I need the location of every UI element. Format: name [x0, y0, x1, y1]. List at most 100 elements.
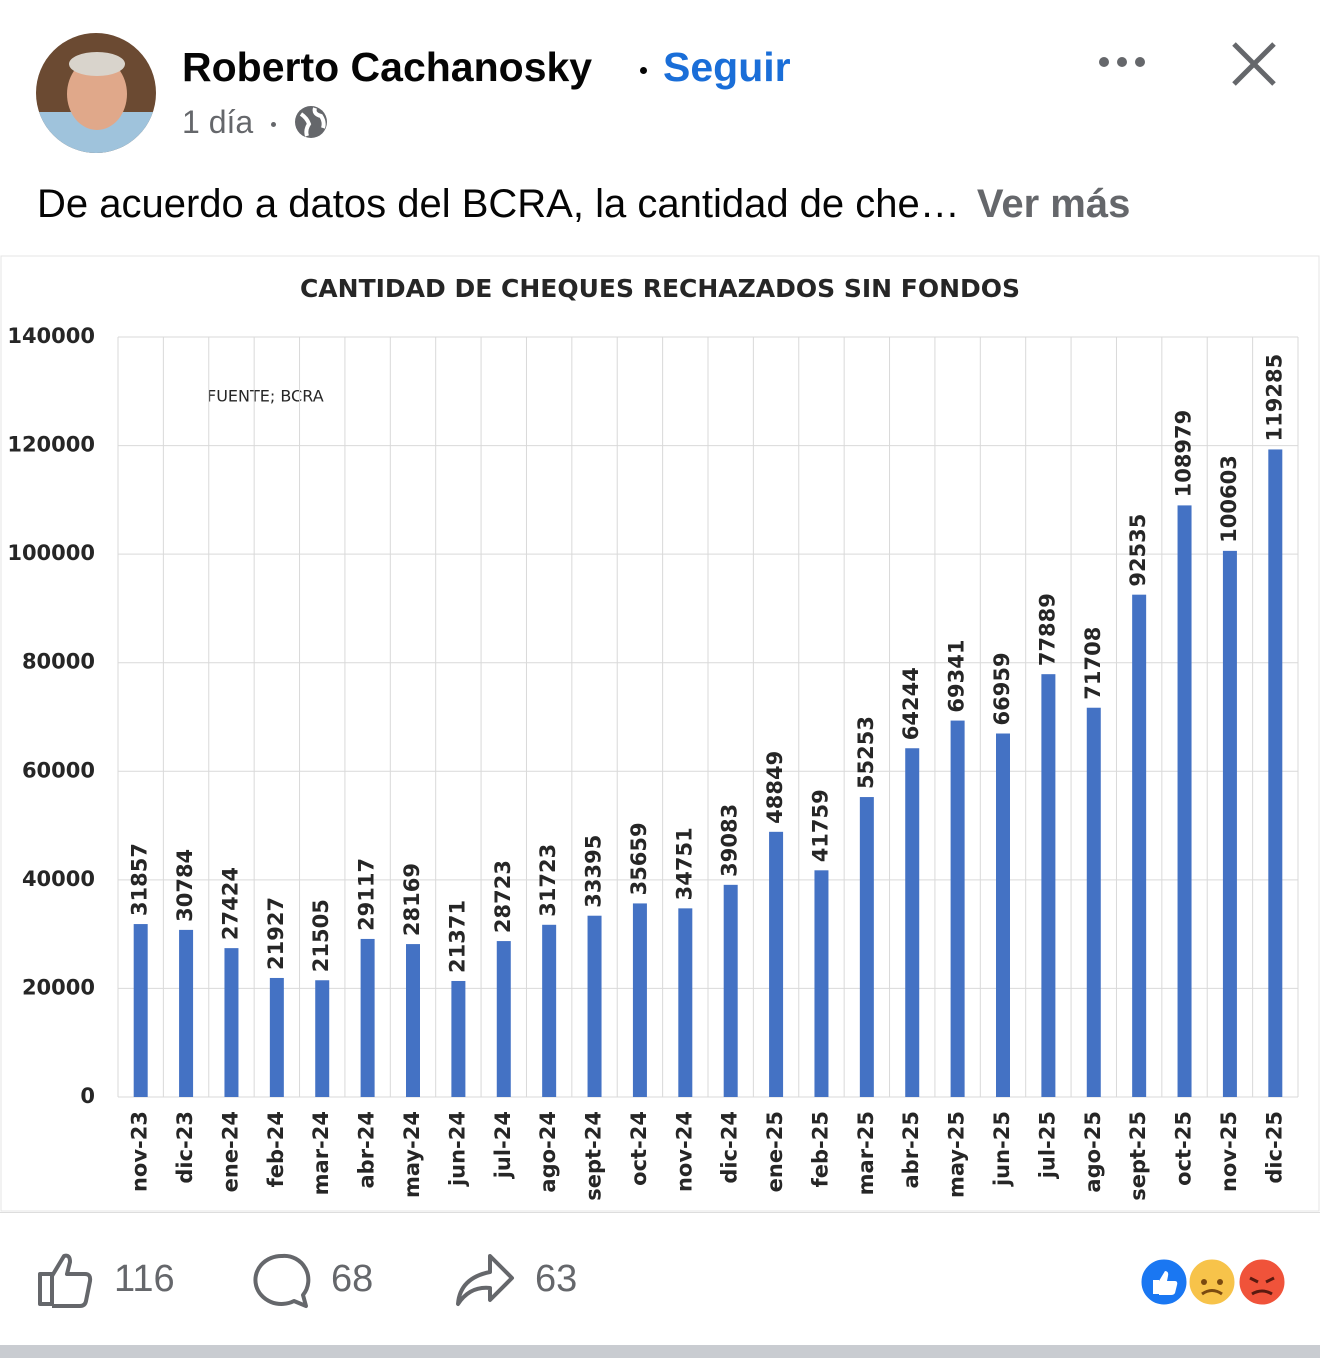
bar: [360, 938, 375, 1097]
data-label: 33395: [582, 835, 606, 908]
data-label: 34751: [672, 827, 696, 900]
x-tick-label: ago-25: [1081, 1111, 1105, 1193]
privacy-icon: [295, 106, 327, 138]
data-label: 28169: [400, 863, 424, 936]
x-tick-label: nov-24: [672, 1111, 696, 1192]
data-label: 29117: [355, 858, 379, 931]
bar: [1086, 707, 1101, 1097]
like-count: 116: [114, 1258, 175, 1300]
data-label: 27424: [218, 867, 242, 940]
x-tick-label: may-24: [400, 1111, 424, 1198]
data-label: 108979: [1172, 410, 1196, 498]
post-time[interactable]: 1 día: [182, 104, 254, 140]
bar: [496, 941, 511, 1097]
data-label: 35659: [627, 822, 651, 895]
data-label: 64244: [899, 667, 923, 740]
y-tick-label: 0: [80, 1084, 95, 1108]
comment-button[interactable]: [252, 1252, 312, 1310]
bar: [723, 884, 738, 1097]
data-label: 41759: [808, 789, 832, 862]
x-tick-label: mar-24: [309, 1111, 333, 1195]
data-label: 28723: [491, 860, 515, 933]
reactions[interactable]: [1138, 1256, 1288, 1308]
data-label: 119285: [1262, 354, 1286, 442]
like-button[interactable]: [36, 1250, 96, 1308]
bar: [451, 980, 466, 1097]
bar: [678, 908, 693, 1097]
bottom-bar: [0, 1345, 1320, 1358]
bar: [542, 924, 557, 1097]
see-more[interactable]: Ver más: [976, 182, 1131, 226]
separator-dot: [640, 67, 647, 74]
bar: [1222, 550, 1237, 1097]
x-tick-label: oct-25: [1172, 1111, 1196, 1186]
y-tick-label: 120000: [7, 433, 95, 457]
y-tick-label: 20000: [22, 975, 95, 999]
x-tick-label: may-25: [945, 1111, 969, 1198]
avatar[interactable]: [35, 32, 157, 154]
data-label: 69341: [945, 640, 969, 713]
bar: [133, 924, 148, 1097]
more-button[interactable]: [1096, 52, 1148, 72]
follow-button[interactable]: Seguir: [663, 44, 791, 90]
x-tick-label: feb-25: [808, 1111, 832, 1187]
post-text: De acuerdo a datos del BCRA, la cantidad…: [37, 182, 1130, 227]
divider: [0, 1212, 1320, 1213]
bar: [905, 748, 920, 1097]
chart-frame: [0, 255, 1320, 1212]
annotation: FUENTE; BCRA: [207, 387, 324, 406]
data-label: 21505: [309, 899, 333, 972]
y-tick-label: 140000: [7, 324, 95, 348]
x-tick-label: ago-24: [536, 1111, 560, 1193]
bar: [1132, 594, 1147, 1097]
y-tick-label: 80000: [22, 650, 95, 674]
data-label: 21927: [264, 897, 288, 970]
bar: [1041, 674, 1056, 1097]
data-label: 30784: [173, 849, 197, 922]
y-tick-label: 40000: [22, 867, 95, 891]
post-body: De acuerdo a datos del BCRA, la cantidad…: [37, 182, 960, 226]
x-tick-label: nov-23: [128, 1111, 152, 1192]
data-label: 100603: [1217, 455, 1241, 543]
x-tick-label: ene-25: [763, 1111, 787, 1192]
chart[interactable]: CANTIDAD DE CHEQUES RECHAZADOS SIN FONDO…: [0, 255, 1320, 1212]
bar: [632, 903, 647, 1097]
bar: [269, 977, 284, 1097]
bar: [769, 831, 784, 1097]
x-tick-label: jul-24: [491, 1111, 515, 1179]
bar: [996, 733, 1010, 1097]
data-label: 92535: [1126, 514, 1150, 587]
x-tick-label: sept-25: [1126, 1111, 1150, 1201]
separator-dot: [271, 122, 276, 127]
bar: [950, 720, 965, 1097]
data-label: 77889: [1035, 593, 1059, 666]
x-tick-label: jun-24: [445, 1111, 469, 1187]
author-name[interactable]: Roberto Cachanosky: [182, 44, 593, 90]
bar: [814, 870, 829, 1097]
x-tick-label: jul-25: [1035, 1111, 1059, 1179]
data-label: 71708: [1081, 627, 1105, 700]
x-tick-label: sept-24: [582, 1111, 606, 1201]
x-tick-label: oct-24: [627, 1111, 651, 1186]
x-tick-label: dic-24: [718, 1111, 742, 1184]
data-label: 66959: [990, 652, 1014, 725]
data-label: 48849: [763, 751, 787, 824]
bar: [406, 944, 420, 1097]
chart-title: CANTIDAD DE CHEQUES RECHAZADOS SIN FONDO…: [300, 274, 1020, 303]
share-count: 63: [535, 1258, 578, 1300]
x-tick-label: jun-25: [990, 1111, 1014, 1187]
share-button[interactable]: [454, 1252, 516, 1308]
data-label: 55253: [854, 716, 878, 789]
x-tick-label: dic-23: [173, 1111, 197, 1184]
data-label: 21371: [445, 900, 469, 973]
close-button[interactable]: [1230, 40, 1278, 88]
x-tick-label: mar-25: [854, 1111, 878, 1195]
y-tick-label: 100000: [7, 541, 95, 565]
x-tick-label: abr-24: [355, 1111, 379, 1189]
data-label: 31857: [128, 843, 152, 916]
x-tick-label: ene-24: [218, 1111, 242, 1192]
bar: [1268, 449, 1283, 1097]
data-label: 39083: [718, 804, 742, 877]
data-label: 31723: [536, 844, 560, 917]
